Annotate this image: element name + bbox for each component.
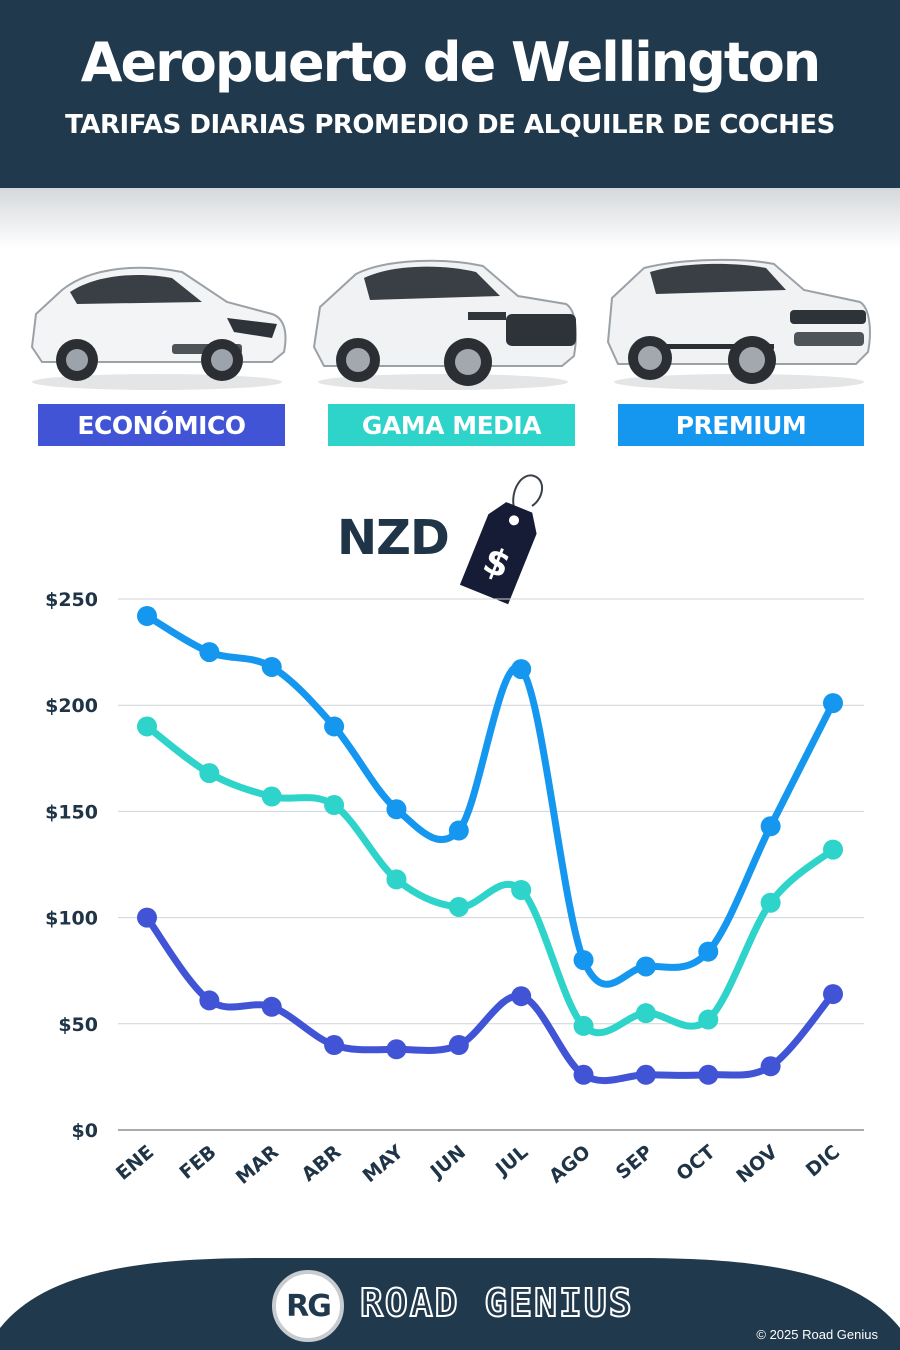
data-point-premium — [698, 941, 719, 962]
road-genius-logo: RG — [272, 1270, 344, 1342]
data-point-economico — [137, 907, 157, 928]
data-point-economico — [760, 1056, 781, 1077]
x-tick-label: NOV — [732, 1141, 782, 1188]
x-tick-label: JUN — [425, 1141, 470, 1184]
y-tick-label: $100 — [45, 908, 98, 930]
data-point-gama-media — [511, 879, 532, 900]
data-point-premium — [635, 956, 656, 977]
data-point-gama-media — [137, 716, 157, 737]
data-point-gama-media — [324, 795, 345, 816]
data-point-premium — [261, 656, 282, 677]
data-point-premium — [386, 799, 407, 820]
data-point-economico — [573, 1064, 594, 1085]
data-point-gama-media — [573, 1015, 594, 1036]
data-point-economico — [698, 1064, 719, 1085]
data-point-gama-media — [635, 1003, 656, 1024]
y-tick-label: $250 — [45, 589, 98, 611]
data-point-economico — [823, 984, 843, 1005]
data-point-premium — [199, 642, 220, 663]
x-tick-label: ABR — [298, 1141, 346, 1186]
data-point-economico — [448, 1035, 469, 1056]
copyright: © 2025 Road Genius — [756, 1327, 878, 1342]
data-point-economico — [324, 1035, 345, 1056]
category-label-economy: ECONÓMICO — [38, 404, 285, 446]
data-point-gama-media — [698, 1009, 719, 1030]
premium-car-image — [604, 252, 874, 392]
price-tag-icon: $ — [452, 470, 552, 610]
data-point-economico — [635, 1064, 656, 1085]
x-tick-label: MAR — [232, 1141, 283, 1189]
x-tick-label: AGO — [545, 1141, 595, 1188]
data-point-economico — [511, 986, 532, 1007]
y-tick-label: $150 — [45, 801, 98, 823]
economy-car-image — [22, 252, 292, 392]
y-tick-label: $50 — [58, 1014, 98, 1036]
data-point-gama-media — [199, 763, 220, 784]
page-title: Aeropuerto de Wellington — [80, 31, 822, 94]
y-tick-label: $200 — [45, 695, 98, 717]
category-label-midsize: GAMA MEDIA — [328, 404, 575, 446]
currency-label: NZD — [337, 510, 450, 566]
data-point-economico — [199, 990, 220, 1011]
x-tick-label: JUL — [490, 1141, 532, 1181]
series-line-premium — [143, 612, 837, 988]
data-point-gama-media — [448, 896, 469, 917]
data-point-gama-media — [760, 892, 781, 913]
midsize-car-image — [308, 252, 578, 392]
header-shadow — [0, 188, 900, 248]
rental-rates-line-chart: $0 $50 $100 $150 $200 $250 ENE FEB MAR ABR MAY JUN… — [45, 589, 864, 1189]
data-point-gama-media — [261, 786, 282, 807]
data-point-premium — [511, 659, 532, 680]
page-subtitle: TARIFAS DIARIAS PROMEDIO DE ALQUILER DE … — [65, 110, 835, 140]
data-point-premium — [137, 605, 157, 626]
data-point-gama-media — [823, 839, 843, 860]
data-point-economico — [261, 996, 282, 1017]
header-banner: Aeropuerto de Wellington TARIFAS DIARIAS… — [0, 0, 900, 188]
x-tick-label: FEB — [175, 1141, 220, 1184]
series-line-gama-media — [143, 722, 837, 1037]
data-point-premium — [823, 693, 843, 714]
category-label-premium: PREMIUM — [618, 404, 864, 446]
data-point-premium — [324, 716, 345, 737]
logo-text: RG — [286, 1288, 332, 1324]
y-tick-label: $0 — [72, 1120, 98, 1142]
data-point-premium — [760, 816, 781, 837]
x-tick-label: MAY — [359, 1141, 408, 1187]
data-point-premium — [573, 950, 594, 971]
data-point-premium — [448, 820, 469, 841]
x-tick-label: ENE — [112, 1141, 158, 1185]
x-tick-label: DIC — [802, 1141, 844, 1182]
data-point-economico — [386, 1039, 407, 1060]
data-point-gama-media — [386, 869, 407, 890]
x-tick-label: OCT — [672, 1141, 719, 1186]
brand-name: ROAD GENIUS — [359, 1281, 634, 1325]
series-line-economico — [143, 914, 837, 1085]
footer — [0, 1258, 900, 1350]
x-tick-label: SEP — [612, 1141, 657, 1184]
